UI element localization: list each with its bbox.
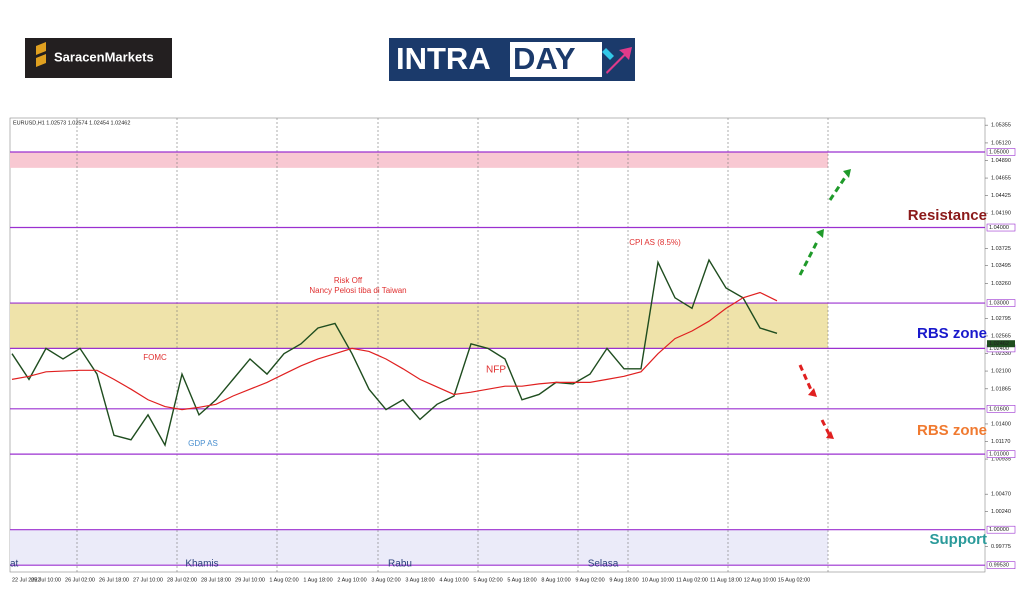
x-tick-label: 29 Jul 10:00: [235, 577, 265, 583]
x-tick-label: 3 Aug 02:00: [371, 577, 400, 583]
x-tick-label: 28 Jul 18:00: [201, 577, 231, 583]
annotation: FOMC: [143, 353, 167, 362]
x-tick-label: 15 Aug 02:00: [778, 577, 810, 583]
price-line: [11, 258, 778, 447]
y-tick-label: 1.01865: [991, 386, 1011, 392]
zone-label: Resistance: [908, 207, 987, 224]
y-tick-label: 1.03260: [991, 281, 1011, 287]
title-part: INTRA: [396, 41, 491, 76]
x-tick-label: 22 Jul 2022: [12, 577, 40, 583]
x-tick-label: 9 Aug 02:00: [575, 577, 604, 583]
arrow-head: [816, 169, 851, 238]
zone: [10, 529, 828, 566]
level-label: 0.99530: [989, 563, 1009, 569]
level-label: 1.01000: [989, 452, 1009, 458]
y-tick-label: 1.04890: [991, 158, 1011, 164]
level-label: 1.03000: [989, 301, 1009, 307]
up-arrow: [828, 175, 848, 201]
level-tag: [986, 405, 1016, 413]
day-label: Khamis: [185, 559, 218, 570]
x-tick-label: 12 Aug 10:00: [744, 577, 776, 583]
y-tick-label: 1.00470: [991, 492, 1011, 498]
day-label: at: [10, 559, 19, 570]
zone: [10, 303, 828, 349]
y-tick-label: 1.05120: [991, 140, 1011, 146]
level-label: 1.05000: [989, 149, 1009, 155]
y-tick-label: 1.05355: [991, 123, 1011, 129]
moving-average: [11, 291, 778, 411]
x-tick-label: 10 Aug 10:00: [642, 577, 674, 583]
y-tick-label: 1.01400: [991, 421, 1011, 427]
brand-icon: [36, 42, 46, 67]
brand-name: SaracenMarkets: [54, 49, 154, 64]
title-arrow: [602, 48, 614, 60]
up-arrow: [798, 239, 820, 276]
annotation: NFP: [486, 365, 506, 376]
y-tick-label: 1.01170: [991, 439, 1010, 445]
title-box: [510, 42, 602, 77]
x-tick-label: 25 Jul 10:00: [31, 577, 61, 583]
zone-label: RBS zone: [917, 325, 987, 342]
down-arrow: [798, 364, 814, 393]
y-tick-label: 1.00935: [991, 457, 1011, 463]
last-price-label: 1.02462: [989, 341, 1009, 347]
x-tick-label: 3 Aug 18:00: [405, 577, 434, 583]
level-tag: [986, 148, 1016, 156]
zone: [10, 151, 828, 168]
day-label: Rabu: [388, 559, 412, 570]
x-tick-label: 26 Jul 02:00: [65, 577, 95, 583]
title-part: DAY: [513, 41, 576, 76]
x-tick-label: 11 Aug 02:00: [676, 577, 708, 583]
x-tick-label: 1 Aug 18:00: [303, 577, 332, 583]
annotation: CPI AS (8.5%): [629, 238, 681, 247]
x-tick-label: 26 Jul 18:00: [99, 577, 129, 583]
x-tick-label: 5 Aug 02:00: [473, 577, 502, 583]
y-tick-label: 1.03725: [991, 246, 1011, 252]
level-label: 1.00000: [989, 527, 1009, 533]
arrow-head: [808, 388, 834, 439]
y-tick-label: 0.99775: [991, 544, 1011, 550]
annotation: GDP AS: [188, 439, 218, 448]
level-tag: [986, 561, 1016, 570]
x-tick-label: 8 Aug 10:00: [541, 577, 570, 583]
annotation: Nancy Pelosi tiba di Taiwan: [309, 286, 406, 295]
y-tick-label: 1.00240: [991, 509, 1011, 515]
level-label: 1.01600: [989, 406, 1009, 412]
title-arrow: [606, 47, 632, 74]
zone-label: RBS zone: [917, 422, 987, 439]
y-tick-label: 1.02565: [991, 333, 1011, 339]
symbol-info: EURUSD,H1 1.02573 1.02574 1.02454 1.0246…: [13, 120, 130, 126]
x-tick-label: 27 Jul 10:00: [133, 577, 163, 583]
y-tick-label: 1.04425: [991, 193, 1011, 199]
y-tick-label: 1.04655: [991, 176, 1011, 182]
x-tick-label: 4 Aug 10:00: [439, 577, 468, 583]
level-tag: [986, 525, 1016, 534]
x-tick-label: 11 Aug 18:00: [710, 577, 742, 583]
level-tag: [986, 450, 1016, 458]
level-tag: [986, 223, 1016, 232]
y-tick-label: 1.02795: [991, 316, 1011, 322]
annotation: Risk Off: [334, 276, 363, 285]
brand-logo: [25, 38, 172, 78]
down-arrow: [820, 419, 832, 437]
y-tick-label: 1.03495: [991, 263, 1011, 269]
level-tag: [986, 299, 1016, 307]
x-tick-label: 9 Aug 18:00: [609, 577, 638, 583]
day-label: Selasa: [588, 559, 619, 570]
zone-label: Support: [930, 531, 988, 548]
x-tick-label: 2 Aug 10:00: [337, 577, 366, 583]
level-label: 1.02400: [989, 346, 1009, 352]
zones: [10, 151, 828, 566]
level-label: 1.04000: [989, 225, 1009, 231]
x-tick-label: 5 Aug 18:00: [507, 577, 536, 583]
x-tick-label: 1 Aug 02:00: [269, 577, 298, 583]
y-tick-label: 1.02100: [991, 369, 1011, 375]
arrows: [798, 175, 848, 437]
y-tick-label: 1.04190: [991, 211, 1011, 217]
x-tick-label: 28 Jul 02:00: [167, 577, 197, 583]
last-price-tag: [987, 340, 1015, 348]
y-tick-label: 1.02330: [991, 351, 1011, 357]
